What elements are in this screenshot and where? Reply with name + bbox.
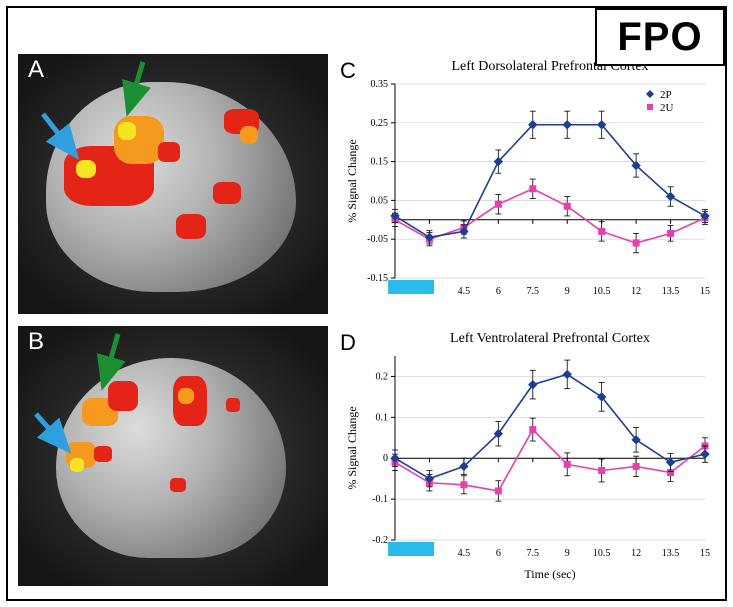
green-arrow-icon <box>103 334 118 386</box>
svg-text:9: 9 <box>565 548 570 559</box>
svg-text:15: 15 <box>700 548 710 559</box>
blue-arrow-icon <box>43 114 76 156</box>
chart-d-svg: Left Ventrolateral Prefrontal Cortex -0.2… <box>340 326 720 586</box>
fpo-label: FPO <box>617 15 702 60</box>
svg-text:6: 6 <box>496 548 501 559</box>
svg-text:4.5: 4.5 <box>458 286 471 297</box>
blue-arrow-icon <box>36 414 68 450</box>
svg-text:12: 12 <box>631 548 641 559</box>
svg-text:-0.05: -0.05 <box>367 234 388 245</box>
panel-a-letter: A <box>28 56 44 84</box>
svg-text:0: 0 <box>383 453 388 464</box>
svg-text:0.1: 0.1 <box>376 412 389 423</box>
svg-text:7.5: 7.5 <box>527 286 540 297</box>
svg-text:13.5: 13.5 <box>662 548 680 559</box>
panel-d-chart: D Left Ventrolateral Prefrontal Cortex -0… <box>340 326 720 586</box>
svg-text:% Signal Change: % Signal Change <box>345 406 359 489</box>
svg-text:10.5: 10.5 <box>593 548 611 559</box>
svg-text:0.05: 0.05 <box>371 195 389 206</box>
svg-text:6: 6 <box>496 286 501 297</box>
chart-c-svg: Left Dorsolateral Prefrontal Cortex-0.15… <box>340 54 720 314</box>
svg-text:7.5: 7.5 <box>527 548 540 559</box>
panel-b-letter: B <box>28 328 44 356</box>
svg-text:13.5: 13.5 <box>662 286 680 297</box>
svg-text:12: 12 <box>631 286 641 297</box>
svg-text:-0.15: -0.15 <box>367 273 388 284</box>
panel-c-chart: C Left Dorsolateral Prefrontal Cortex-0.… <box>340 54 720 314</box>
svg-text:15: 15 <box>700 286 710 297</box>
panel-b-brain <box>18 326 328 586</box>
svg-text:2P: 2P <box>660 89 672 101</box>
svg-text:2U: 2U <box>660 102 674 114</box>
fpo-badge: FPO <box>595 8 725 66</box>
svg-text:Left Ventrolateral Prefrontal: Left Ventrolateral Prefrontal Cortex <box>450 331 650 346</box>
svg-text:Time (sec): Time (sec) <box>524 567 575 581</box>
svg-text:0.15: 0.15 <box>371 157 389 168</box>
svg-text:0.2: 0.2 <box>376 371 389 382</box>
svg-text:% Signal Change: % Signal Change <box>345 139 359 222</box>
green-arrow-icon <box>128 62 143 112</box>
svg-text:0.35: 0.35 <box>371 79 389 90</box>
svg-text:9: 9 <box>565 286 570 297</box>
panel-d-letter: D <box>340 330 356 356</box>
panel-c-letter: C <box>340 58 356 84</box>
svg-text:10.5: 10.5 <box>593 286 611 297</box>
panel-b-arrows <box>18 326 328 586</box>
svg-text:-0.1: -0.1 <box>372 494 388 505</box>
svg-text:-0.2: -0.2 <box>372 535 388 546</box>
svg-text:4.5: 4.5 <box>458 548 471 559</box>
panel-a-brain <box>18 54 328 314</box>
svg-text:0.25: 0.25 <box>371 118 389 129</box>
panel-a-arrows <box>18 54 328 314</box>
